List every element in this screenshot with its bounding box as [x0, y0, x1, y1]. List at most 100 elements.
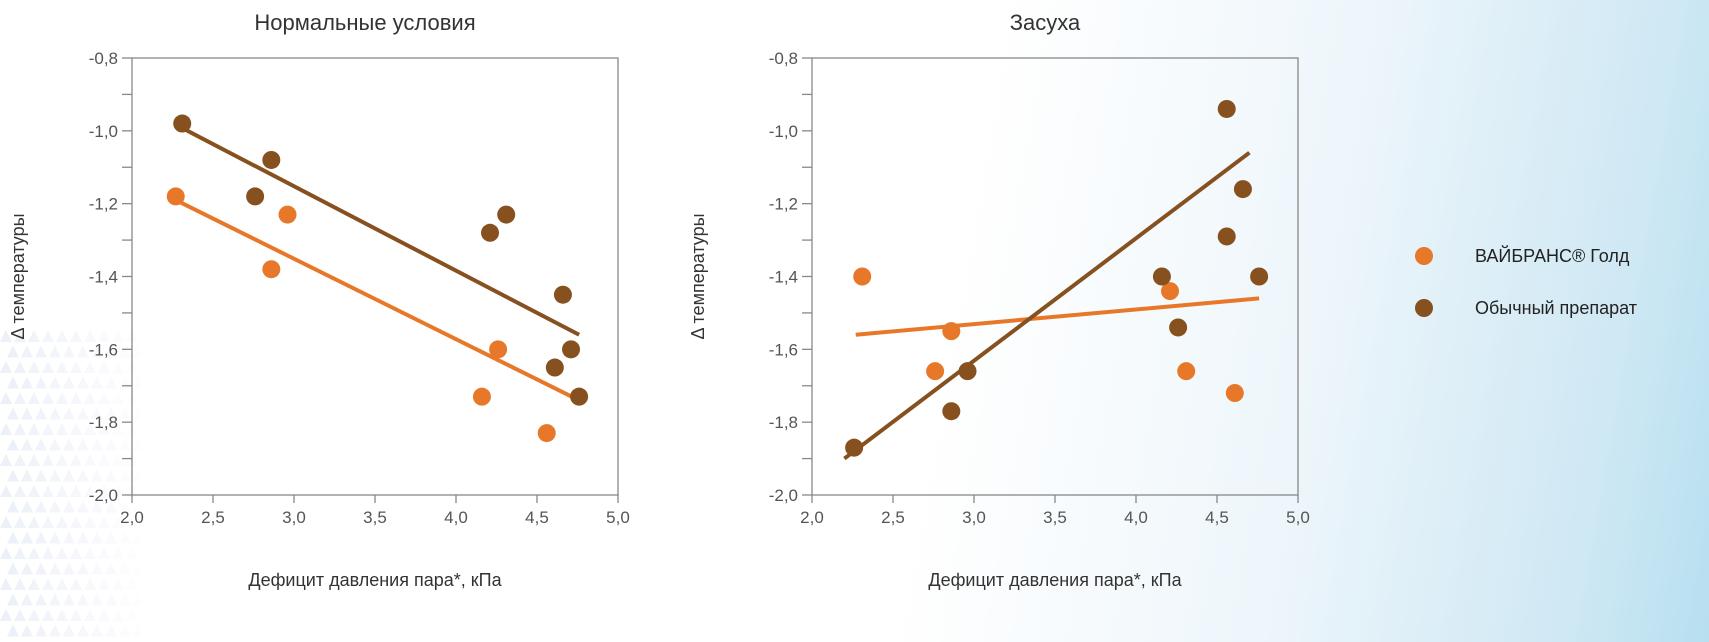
triangle-decoration — [98, 392, 110, 404]
triangle-decoration — [7, 500, 19, 513]
data-point-standard — [545, 358, 564, 377]
triangle-decoration — [91, 500, 103, 513]
data-point-standard — [246, 187, 265, 206]
triangle-decoration — [98, 330, 110, 342]
triangle-decoration — [42, 485, 54, 497]
triangle-decoration — [21, 562, 33, 575]
triangle-decoration — [0, 485, 12, 497]
triangle-decoration — [63, 345, 75, 358]
triangle-decoration — [28, 361, 40, 373]
triangle-decoration — [21, 593, 33, 606]
triangle-decoration — [133, 562, 140, 575]
triangle-decoration — [35, 593, 47, 606]
x-tick-label: 2,0 — [120, 508, 144, 527]
legend-item-standard: Обычный препарат — [1415, 282, 1637, 334]
triangle-decoration — [21, 345, 33, 358]
data-point-standard — [553, 285, 572, 304]
triangle-decoration — [105, 624, 117, 637]
triangle-decoration — [28, 485, 40, 497]
triangle-decoration — [77, 469, 89, 482]
legend: ВАЙБРАНС® Голд Обычный препарат — [1415, 230, 1637, 334]
triangle-decoration — [98, 516, 110, 528]
trendline-gold — [855, 296, 1260, 337]
data-point-gold — [262, 260, 281, 279]
triangle-decoration — [91, 531, 103, 544]
trendline-standard — [179, 125, 581, 337]
y-tick-label: -1,6 — [89, 340, 118, 359]
triangle-decoration — [133, 438, 140, 451]
y-tick-label: -1,0 — [89, 122, 118, 141]
triangle-decoration — [70, 547, 82, 559]
data-point-standard — [1152, 267, 1171, 286]
triangle-decoration — [0, 578, 12, 590]
y-tick-label: -1,4 — [769, 268, 798, 287]
x-tick-label: 4,5 — [525, 508, 549, 527]
triangle-decoration — [14, 454, 26, 466]
triangle-decoration — [28, 330, 40, 342]
triangle-decoration — [119, 469, 131, 482]
triangle-decoration — [119, 345, 131, 358]
triangle-decoration — [28, 609, 40, 621]
triangle-decoration — [21, 469, 33, 482]
triangle-decoration — [56, 392, 68, 404]
triangle-decoration — [84, 578, 96, 590]
triangle-decoration — [49, 469, 61, 482]
triangle-decoration — [91, 345, 103, 358]
triangle-decoration — [21, 624, 33, 637]
triangle-decoration — [63, 562, 75, 575]
x-tick-label: 3,0 — [962, 508, 986, 527]
triangle-decoration — [14, 361, 26, 373]
data-point-gold — [1177, 362, 1196, 381]
triangle-decoration — [84, 485, 96, 497]
triangle-decoration — [0, 454, 12, 466]
triangle-decoration — [28, 392, 40, 404]
triangle-decoration — [112, 423, 124, 435]
triangle-decoration — [98, 609, 110, 621]
triangle-decoration — [21, 407, 33, 420]
data-point-standard — [497, 205, 516, 224]
triangle-decoration — [14, 392, 26, 404]
triangle-decoration — [14, 547, 26, 559]
triangle-decoration — [42, 578, 54, 590]
x-tick-label: 2,5 — [201, 508, 225, 527]
triangle-decoration — [112, 454, 124, 466]
triangle-decoration — [77, 531, 89, 544]
triangle-decoration — [126, 578, 138, 590]
triangle-decoration — [49, 407, 61, 420]
triangle-decoration — [126, 547, 138, 559]
triangle-decoration — [35, 345, 47, 358]
y-tick-label: -2,0 — [769, 486, 798, 505]
triangle-decoration — [133, 345, 140, 358]
triangle-decoration — [133, 407, 140, 420]
triangle-decoration — [63, 469, 75, 482]
data-point-standard — [958, 362, 977, 381]
triangle-decoration — [70, 392, 82, 404]
data-point-standard — [845, 438, 864, 457]
triangle-decoration — [35, 438, 47, 451]
triangle-decoration — [49, 593, 61, 606]
triangle-decoration — [63, 500, 75, 513]
data-point-gold — [472, 387, 491, 406]
triangle-decoration — [70, 516, 82, 528]
triangle-decoration — [35, 407, 47, 420]
triangle-decoration — [49, 438, 61, 451]
triangle-decoration — [119, 407, 131, 420]
triangle-decoration — [133, 469, 140, 482]
triangle-decoration — [84, 361, 96, 373]
x-tick-label: 2,5 — [881, 508, 905, 527]
data-point-gold — [278, 205, 297, 224]
triangle-decoration — [28, 423, 40, 435]
triangle-decoration — [14, 578, 26, 590]
data-point-standard — [942, 402, 961, 421]
triangle-decoration — [70, 454, 82, 466]
triangle-decoration — [7, 562, 19, 575]
triangle-decoration — [63, 438, 75, 451]
triangle-decoration — [98, 578, 110, 590]
data-point-standard — [1250, 267, 1269, 286]
data-point-standard — [1169, 318, 1188, 337]
triangle-decoration — [105, 593, 117, 606]
triangle-decoration — [0, 423, 12, 435]
triangle-decoration — [7, 624, 19, 637]
triangle-decoration — [119, 500, 131, 513]
x-tick-label: 5,0 — [606, 508, 630, 527]
